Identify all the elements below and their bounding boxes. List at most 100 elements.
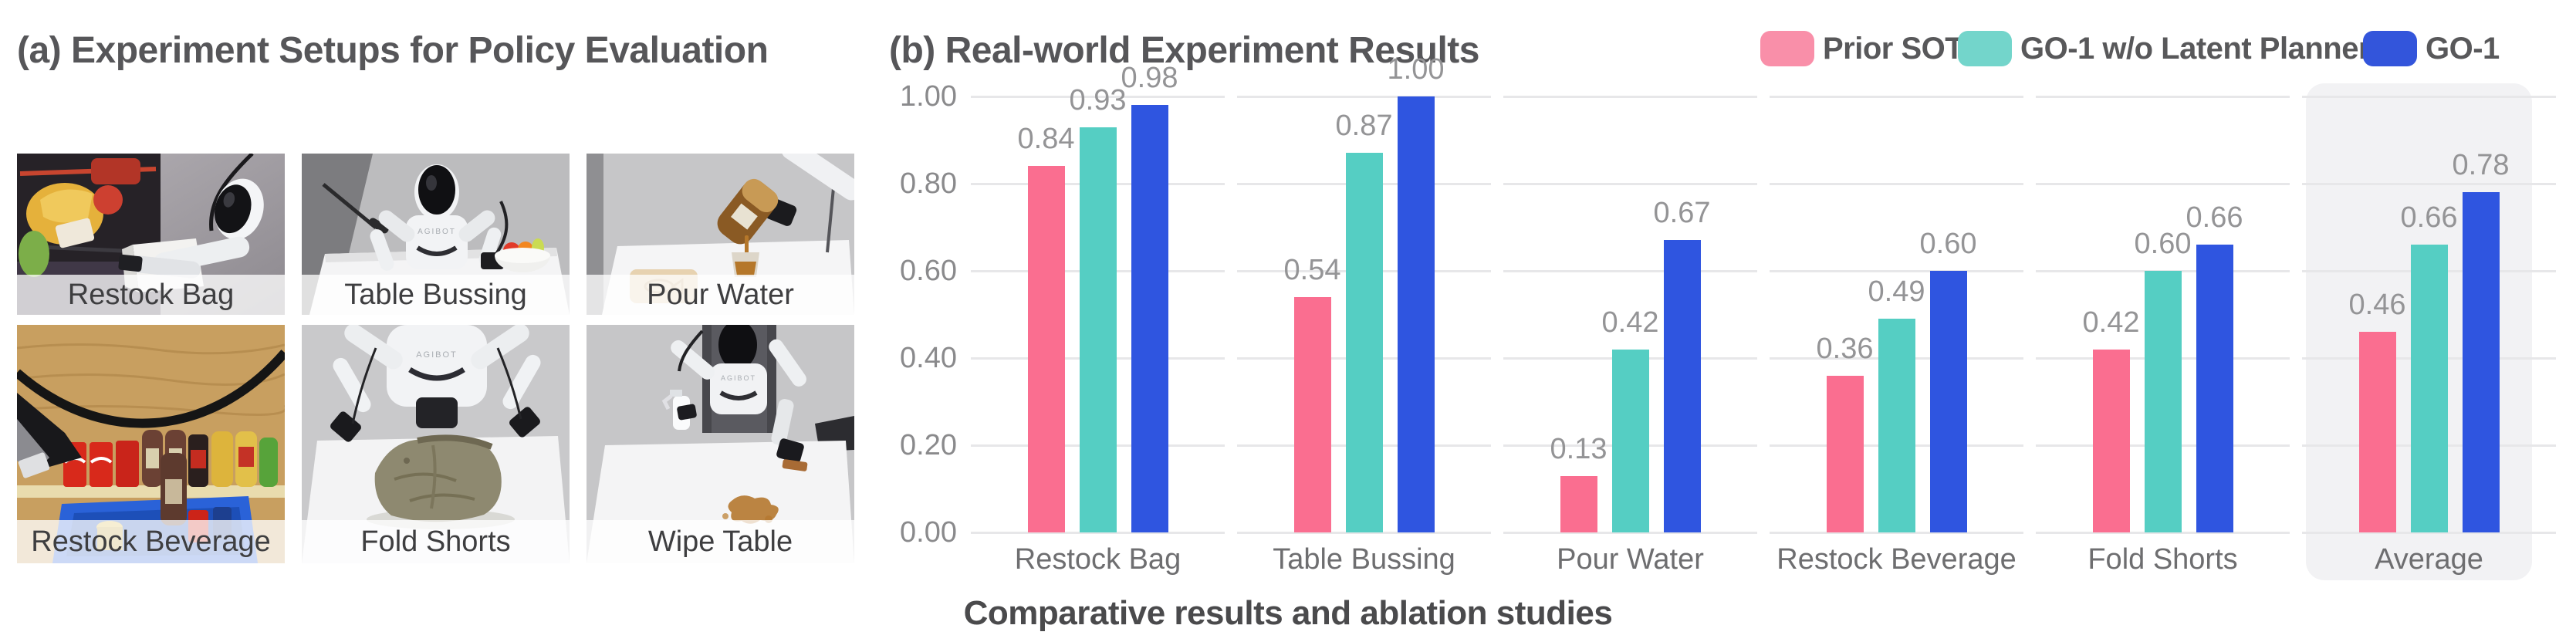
gridline [1770,96,2023,98]
bar [2092,349,2130,532]
pour-stream-icon [745,235,749,255]
robot-brand-text: AGIBOT [721,374,756,382]
bar-value-label: 0.93 [1069,83,1127,117]
bar-value-label: 0.42 [1601,306,1659,339]
bar [1663,240,1701,532]
bar-value-label: 0.84 [1017,123,1075,156]
y-tick-label: 0.80 [900,167,957,200]
gridline [1503,532,1757,534]
cup-icon [732,252,759,277]
bar-value-label: 0.36 [1816,332,1874,365]
gridline [2302,96,2556,98]
bar [1293,296,1331,532]
bar-value-label: 0.98 [1121,62,1178,95]
bar-value-label: 0.67 [1653,197,1711,230]
shelf-edge [17,485,285,498]
gridline [971,96,1225,98]
y-tick-label: 0.00 [900,516,957,549]
robot-icon: AGIBOT [370,164,509,271]
legend-swatch-go1-wo-latent-planner [1958,31,2012,66]
bar-value-label: 0.13 [1550,432,1607,465]
photo-tile-fold-shorts: AGIBOT Fold Shorts [302,325,570,563]
bar-value-label: 0.66 [2400,201,2458,235]
gridline [1503,183,1757,185]
robot-gripper-icon [17,393,82,478]
snack-bags-icon [19,158,140,277]
legend-label-go1: GO-1 [2426,31,2500,66]
cable-icon [17,350,285,428]
bar-value-label: 0.49 [1868,275,1925,309]
gridline [971,532,1225,534]
bar [1826,375,1864,532]
gridline [2302,532,2556,534]
bar [1027,166,1065,532]
photo-label-pour-water: Pour Water [587,275,854,315]
legend-swatch-prior-sota [1760,31,1814,66]
legend-item-go1: GO-1 [2363,31,2500,66]
photo-tile-restock-bag: Restock Bag [17,154,285,315]
legend-label-prior-sota: Prior SOTA [1823,31,1983,66]
legend-item-go1-wo-latent-planner: GO-1 w/o Latent Planner [1958,31,2371,66]
gridline [1503,270,1757,272]
bar [2358,332,2396,532]
y-tick-label: 0.40 [900,342,957,374]
bar-value-label: 0.87 [1335,110,1393,143]
category-label: Table Bussing [1273,543,1455,576]
bar [1560,475,1597,532]
gridline [2302,183,2556,185]
spray-bottle-icon [661,390,697,430]
robot-icon: AGIBOT [330,325,541,442]
bar [1397,96,1435,532]
bar-value-label: 0.46 [2348,289,2406,322]
y-tick-label: 0.60 [900,255,957,287]
stain-icon [722,495,779,524]
bar-value-label: 0.66 [2186,201,2243,235]
legend-label-go1-wo-latent-planner: GO-1 w/o Latent Planner [2020,31,2371,66]
category-label: Pour Water [1557,543,1704,576]
bottle-icon [717,178,779,245]
gridline [2036,532,2290,534]
gridline [2036,96,2290,98]
y-tick-label: 1.00 [900,80,957,113]
shorts-icon [367,434,515,529]
bar-value-label: 0.42 [2082,306,2140,339]
gridline [1503,96,1757,98]
bar [2196,245,2233,532]
bar-value-label: 0.60 [1919,228,1977,260]
bar [2410,245,2448,532]
photo-label-wipe-table: Wipe Table [587,520,854,563]
photo-label-table-bussing: Table Bussing [302,275,570,315]
robot-icon [118,178,264,279]
bar-value-label: 0.78 [2452,149,2510,182]
category-label: Average [2375,543,2483,576]
bar [1345,153,1383,532]
gridline [1770,183,2023,185]
photo-tile-restock-beverage: Restock Beverage [17,325,285,563]
photo-tile-table-bussing: AGIBOT Table Bussing [302,154,570,315]
category-label: Fold Shorts [2088,543,2238,576]
robot-brand-text: AGIBOT [418,228,456,236]
bar [2144,271,2182,532]
gridline [2036,183,2290,185]
bar-value-label: 1.00 [1387,53,1445,86]
photo-label-restock-beverage: Restock Beverage [17,520,285,563]
bar [1611,349,1649,532]
category-label: Restock Bag [1014,543,1182,576]
y-tick-label: 0.20 [900,429,957,461]
gridline [1770,532,2023,534]
fruit-bowl-icon [495,238,550,272]
robot-brand-text: AGIBOT [416,350,458,360]
category-label: Restock Beverage [1776,543,2017,576]
legend-swatch-go1 [2363,31,2417,66]
legend-item-prior-sota: Prior SOTA [1760,31,1983,66]
bar [1929,271,1967,532]
gridline [1237,532,1491,534]
photo-label-fold-shorts: Fold Shorts [302,520,570,563]
gridline [1770,270,2023,272]
bar-value-label: 0.54 [1283,253,1341,286]
photo-label-restock-bag: Restock Bag [17,275,285,315]
bar [1131,105,1168,532]
bar [1079,127,1117,532]
